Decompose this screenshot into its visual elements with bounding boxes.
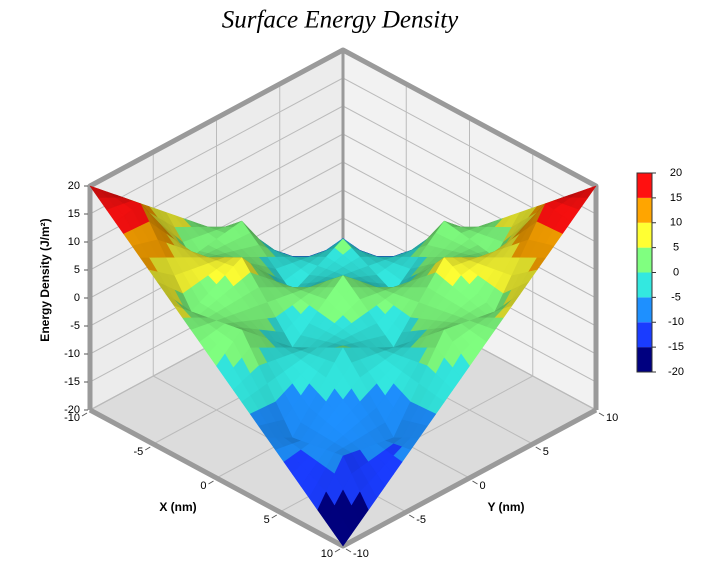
z-tick-label: 15	[68, 208, 80, 220]
colorbar-band	[637, 173, 652, 198]
z-tick-label: 10	[68, 236, 80, 248]
colorbar-label: -10	[668, 316, 684, 328]
x-tick-label: 10	[321, 548, 333, 560]
x-axis-title: X (nm)	[159, 500, 196, 514]
y-tick	[598, 412, 605, 417]
y-tick-label: -10	[353, 548, 369, 560]
y-tick-label: 0	[480, 480, 486, 492]
z-tick-label: 5	[74, 264, 80, 276]
colorbar-band	[637, 247, 652, 273]
colorbar-band	[637, 222, 652, 248]
x-tick	[144, 446, 151, 451]
colorbar-band	[637, 297, 652, 323]
x-tick	[334, 548, 341, 553]
colorbar-label: -5	[671, 291, 681, 303]
colorbar-label: -20	[668, 366, 684, 378]
x-tick-label: 5	[264, 514, 270, 526]
colorbar-label: 15	[670, 192, 682, 204]
x-tick	[81, 412, 88, 417]
colorbar-label: 20	[670, 167, 682, 179]
colorbar-band	[637, 347, 652, 372]
x-tick	[271, 514, 278, 519]
z-tick-label: 20	[68, 180, 80, 192]
y-tick-label: -5	[416, 514, 426, 526]
y-tick-label: 5	[543, 446, 549, 458]
z-tick-label: -15	[64, 376, 80, 388]
colorbar-label: 10	[670, 217, 682, 229]
z-tick-label: -20	[64, 404, 80, 416]
colorbar-label: 0	[673, 266, 679, 278]
z-tick-label: 0	[74, 292, 80, 304]
z-axis-title: Energy Density (J/m²)	[38, 218, 52, 341]
y-tick	[345, 548, 352, 553]
x-tick-label: 0	[200, 480, 206, 492]
x-tick	[208, 480, 214, 485]
y-tick	[408, 514, 415, 519]
y-tick-label: 10	[606, 412, 618, 424]
x-tick-label: -5	[133, 446, 143, 458]
z-tick-label: -5	[70, 320, 80, 332]
colorbar-label: 5	[673, 242, 679, 254]
colorbar-label: -15	[668, 341, 684, 353]
surface	[89, 185, 597, 547]
y-tick	[472, 480, 478, 485]
colorbar-band	[637, 197, 652, 223]
surface-patch	[334, 519, 352, 547]
y-axis-title: Y (nm)	[487, 500, 524, 514]
colorbar-band	[637, 322, 652, 348]
x-tick-label: -10	[64, 412, 80, 424]
y-tick	[535, 446, 542, 451]
chart-title: Surface Energy Density	[222, 7, 459, 34]
colorbar-band	[637, 272, 652, 298]
z-tick-label: -10	[64, 348, 80, 360]
